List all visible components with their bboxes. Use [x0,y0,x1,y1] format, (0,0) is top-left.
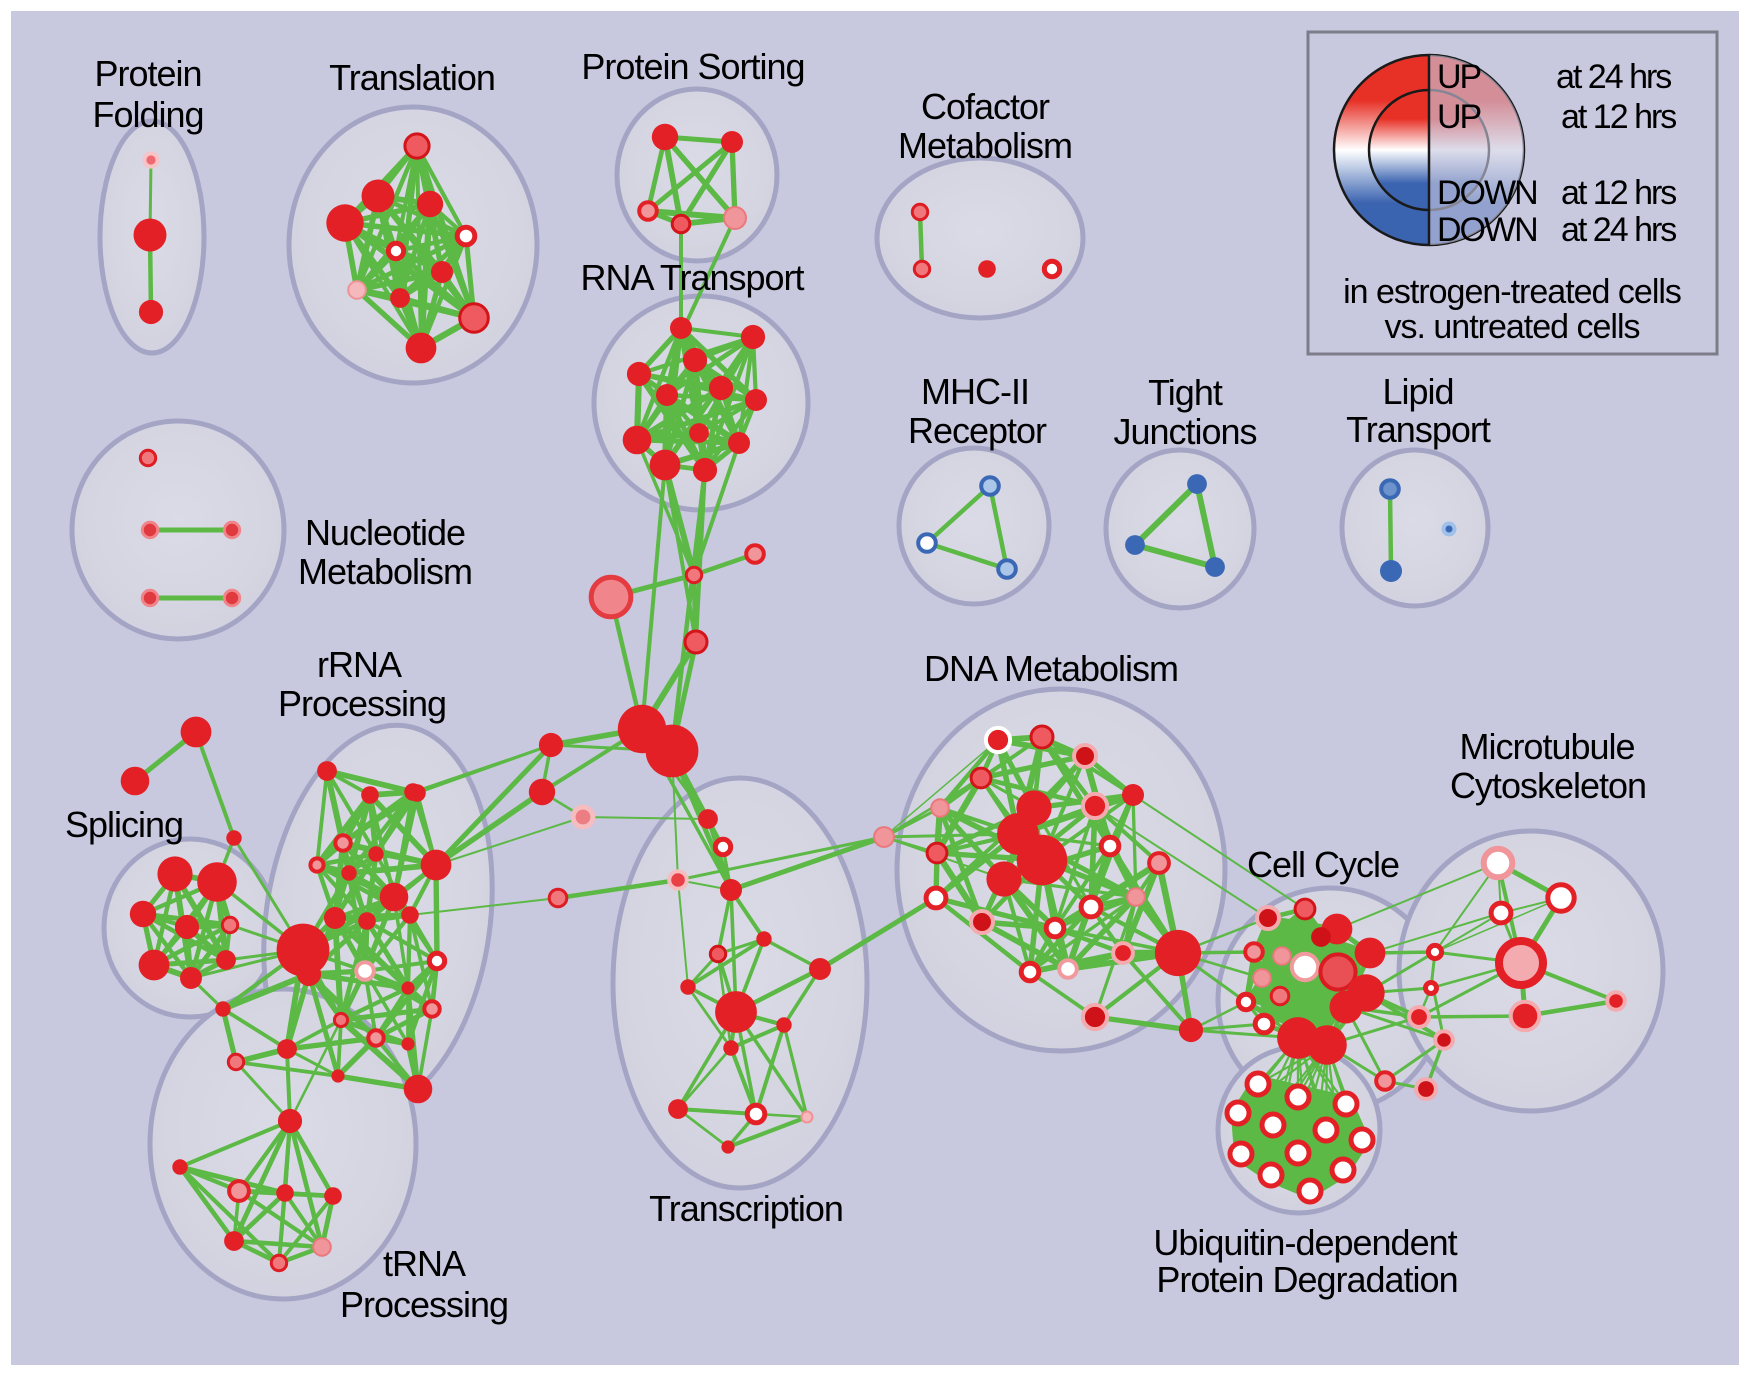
svg-text:Cofactor: Cofactor [921,86,1050,127]
svg-text:in estrogen-treated cells: in estrogen-treated cells [1343,273,1681,311]
svg-text:DOWN: DOWN [1437,211,1537,249]
svg-text:Protein Sorting: Protein Sorting [581,46,804,87]
svg-text:vs. untreated cells: vs. untreated cells [1384,308,1639,346]
svg-text:Receptor: Receptor [908,410,1047,451]
svg-text:Translation: Translation [329,57,495,98]
svg-text:Processing: Processing [278,683,446,724]
svg-text:Transcription: Transcription [649,1188,843,1229]
svg-text:Splicing: Splicing [65,804,183,845]
svg-text:Protein: Protein [94,53,201,94]
svg-text:DNA Metabolism: DNA Metabolism [924,648,1178,689]
svg-text:Cytoskeleton: Cytoskeleton [1450,765,1646,806]
svg-text:Metabolism: Metabolism [898,125,1072,166]
svg-text:Junctions: Junctions [1113,411,1256,452]
svg-text:UP: UP [1437,98,1481,136]
svg-text:RNA Transport: RNA Transport [580,257,804,298]
svg-text:Cell Cycle: Cell Cycle [1247,844,1399,885]
svg-text:Tight: Tight [1148,372,1223,413]
svg-text:UP: UP [1437,58,1481,96]
svg-text:Ubiquitin-dependent: Ubiquitin-dependent [1153,1222,1457,1263]
svg-text:Microtubule: Microtubule [1459,726,1634,767]
svg-text:tRNA: tRNA [383,1243,466,1284]
svg-text:at 24 hrs: at 24 hrs [1561,211,1676,249]
svg-text:Metabolism: Metabolism [298,551,472,592]
svg-text:Lipid: Lipid [1382,371,1453,412]
svg-text:Protein Degradation: Protein Degradation [1156,1259,1457,1300]
svg-text:rRNA: rRNA [317,644,402,685]
svg-text:MHC-II: MHC-II [921,371,1029,412]
svg-text:Transport: Transport [1346,409,1491,450]
svg-text:at 24 hrs: at 24 hrs [1556,58,1671,96]
svg-text:at 12 hrs: at 12 hrs [1561,174,1676,212]
svg-text:Processing: Processing [340,1284,508,1325]
svg-text:DOWN: DOWN [1437,174,1537,212]
svg-text:Nucleotide: Nucleotide [305,512,465,553]
svg-text:Folding: Folding [92,94,203,135]
svg-text:at 12 hrs: at 12 hrs [1561,98,1676,136]
